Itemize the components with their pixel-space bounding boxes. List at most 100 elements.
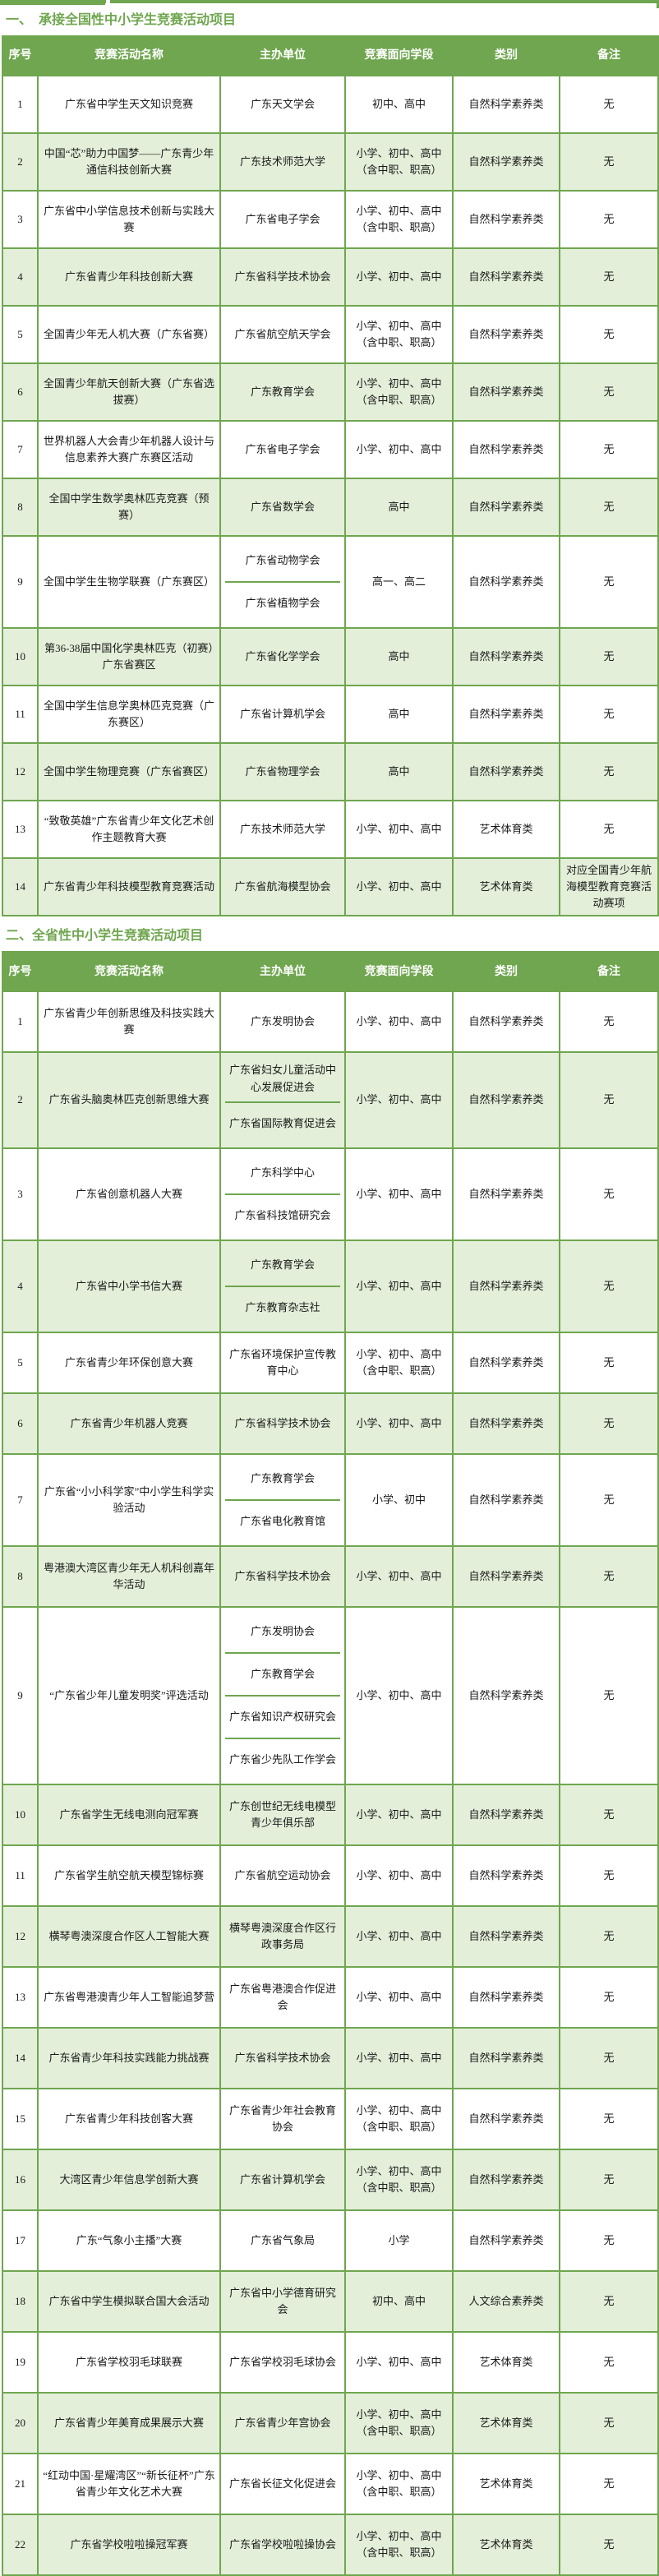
note-cell: 对应全国青少年航海模型教育竞赛活动赛项 (559, 856, 659, 917)
organizer-cell: 广东省青少年社会教育协会 (219, 2087, 346, 2150)
grade-range-cell: 小学、初中、高中（含中职、职高） (344, 2513, 454, 2576)
organizer-sub-cell: 广东教育学会 (250, 1258, 315, 1271)
grade-range-cell: 小学、初中、高中 (344, 1844, 454, 1907)
row-number-cell: 9 (2, 535, 39, 629)
competition-name-cell: 横琴粤澳深度合作区人工智能大赛 (37, 1904, 221, 1968)
organizer-cell: 广东创世纪无线电模型青少年俱乐部 (219, 1783, 346, 1846)
category-cell: 自然科学素养类 (452, 247, 560, 307)
organizer-cell: 广东科学中心 广东省科技馆研究会 (219, 1147, 346, 1241)
table-row: 4 广东省青少年科技创新大赛 广东省科学技术协会 小学、初中、高中 自然科学素养类无 (2, 247, 659, 307)
table-header: 序号 竞赛活动名称 主办单位 竞赛面向学段 类别 备注 (2, 951, 659, 993)
organizer-cell: 广东省科学技术协会 (219, 1544, 346, 1608)
col-header-organizer: 主办单位 (219, 951, 346, 993)
organizer-sub-cell: 广东省国际教育促进会 (225, 1101, 340, 1144)
note-cell: 无 (559, 2391, 659, 2454)
category-cell: 自然科学素养类 (452, 742, 560, 801)
col-header-organizer: 主办单位 (219, 35, 346, 76)
row-number-cell: 20 (2, 2391, 39, 2454)
note-cell: 无 (559, 627, 659, 686)
grade-range-cell: 小学、初中、高中（含中职、职高） (344, 2391, 454, 2454)
row-number-cell: 14 (2, 856, 39, 917)
note-cell: 无 (559, 742, 659, 801)
grade-range-cell: 小学、初中、高中 (344, 1605, 454, 1785)
table-row: 20 广东省青少年美育成果展示大赛 广东省青少年宫协会 小学、初中、高中（含中职、职高… (2, 2391, 659, 2454)
col-header-grades: 竞赛面向学段 (344, 951, 454, 993)
category-cell: 艺术体育类 (452, 2391, 560, 2454)
category-cell: 自然科学素养类 (452, 1239, 560, 1333)
competition-name-cell: 广东省中学生模拟联合国大会活动 (37, 2269, 221, 2333)
row-number-cell: 15 (2, 2087, 39, 2150)
table-row: 4 广东省中小学书信大赛 广东教育学会 广东教育杂志社 小学、初中、高中 自然科学素养类无 (2, 1239, 659, 1333)
note-cell: 无 (559, 362, 659, 422)
table-row: 3 广东省创意机器人大赛 广东科学中心 广东省科技馆研究会 小学、初中、高中 自然科学素养… (2, 1147, 659, 1241)
organizer-sub-cell: 广东科学中心 (250, 1166, 315, 1179)
row-number-cell: 3 (2, 1147, 39, 1241)
note-cell: 无 (559, 1331, 659, 1394)
category-cell: 艺术体育类 (452, 2330, 560, 2394)
grade-range-cell: 小学、初中、高中 (344, 800, 454, 859)
grade-range-cell: 小学、初中、高中 (344, 420, 454, 479)
category-cell: 自然科学素养类 (452, 1783, 560, 1846)
organizer-cell: 广东省妇女儿童活动中心发展促进会 广东省国际教育促进会 (219, 1051, 346, 1149)
row-number-cell: 11 (2, 1844, 39, 1907)
category-cell: 艺术体育类 (452, 2452, 560, 2515)
cropped-edge-thick-segment (0, 0, 105, 5)
grade-range-cell: 小学、初中、高中 (344, 1965, 454, 2029)
competition-name-cell: “广东省少年儿童发明奖”评选活动 (37, 1605, 221, 1785)
note-cell: 无 (559, 1605, 659, 1785)
note-cell: 无 (559, 685, 659, 744)
table-row: 11 全国中学生信息学奥林匹克竞赛（广东赛区） 广东省计算机学会 高中 自然科学素养类无 (2, 685, 659, 744)
note-cell: 无 (559, 1844, 659, 1907)
competition-name-cell: 广东省青少年科技模型教育竞赛活动 (37, 856, 221, 917)
table-row: 13 广东省粤港澳青少年人工智能追梦营 广东省粤港澳合作促进会 小学、初中、高中 自然科… (2, 1965, 659, 2029)
grade-range-cell: 小学、初中、高中（含中职、职高） (344, 1331, 454, 1394)
table-row: 17 广东“气象小主播”大赛 广东省气象局 小学 自然科学素养类无 (2, 2209, 659, 2272)
grade-range-cell: 小学、初中、高中 (344, 1544, 454, 1608)
organizer-sub-cell: 广东教育学会 (250, 1471, 315, 1484)
table-row: 10 第36-38届中国化学奥林匹克（初赛）广东省赛区 广东省化学学会 高中 自然科学素… (2, 627, 659, 686)
category-cell: 艺术体育类 (452, 2513, 560, 2576)
row-number-cell: 2 (2, 132, 39, 192)
grade-range-cell: 高中 (344, 627, 454, 686)
category-cell: 自然科学素养类 (452, 1392, 560, 1455)
note-cell: 无 (559, 2087, 659, 2150)
row-number-cell: 13 (2, 800, 39, 859)
note-cell: 无 (559, 1051, 659, 1149)
organizer-sub-cell: 广东教育杂志社 (225, 1285, 340, 1328)
row-number-cell: 2 (2, 1051, 39, 1149)
note-cell: 无 (559, 800, 659, 859)
category-cell: 自然科学素养类 (452, 1452, 560, 1547)
competition-name-cell: 广东省“小小科学家”中小学生科学实验活动 (37, 1452, 221, 1547)
competition-name-cell: 广东省青少年机器人竞赛 (37, 1392, 221, 1455)
header-row: 序号 竞赛活动名称 主办单位 竞赛面向学段 类别 备注 (2, 35, 659, 76)
competition-name-cell: 全国青少年航天创新大赛（广东省选拔赛） (37, 362, 221, 422)
grade-range-cell: 高一、高二 (344, 535, 454, 629)
category-cell: 自然科学素养类 (452, 362, 560, 422)
section-2-title: 二、全省性中小学生竞赛活动项目 (6, 929, 204, 944)
organizer-cell: 广东技术师范大学 (219, 132, 346, 192)
row-number-cell: 5 (2, 305, 39, 364)
note-cell: 无 (559, 1392, 659, 1455)
organizer-cell: 广东省长征文化促进会 (219, 2452, 346, 2515)
note-cell: 无 (559, 2513, 659, 2576)
note-cell: 无 (559, 305, 659, 364)
category-cell: 自然科学素养类 (452, 305, 560, 364)
grade-range-cell: 小学、初中、高中 (344, 990, 454, 1054)
grade-range-cell: 小学、初中、高中 (344, 1051, 454, 1149)
note-cell: 无 (559, 1904, 659, 1968)
table-row: 22 广东省学校啦啦操冠军赛 广东省学校啦啦操协会 小学、初中、高中（含中职、职高）艺… (2, 2513, 659, 2576)
col-header-no: 序号 (2, 35, 39, 76)
competition-name-cell: 广东省中小学信息技术创新与实践大赛 (37, 190, 221, 249)
table-row: 9 全国中学生生物学联赛（广东赛区） 广东省动物学会 广东省植物学会 高一、高二 自然科学… (2, 535, 659, 629)
competition-name-cell: 全国中学生物理竞赛（广东省赛区） (37, 742, 221, 801)
table-row: 6 广东省青少年机器人竞赛 广东省科学技术协会 小学、初中、高中 自然科学素养类无 (2, 1392, 659, 1455)
competition-name-cell: 全国中学生数学奥林匹克竞赛（预赛） (37, 478, 221, 537)
competition-name-cell: 中国“芯”助力中国梦——广东青少年通信科技创新大赛 (37, 132, 221, 192)
competition-name-cell: 广东省创意机器人大赛 (37, 1147, 221, 1241)
row-number-cell: 12 (2, 1904, 39, 1968)
grade-range-cell: 小学、初中、高中（含中职、职高） (344, 305, 454, 364)
category-cell: 自然科学素养类 (452, 190, 560, 249)
grade-range-cell: 小学、初中、高中（含中职、职高） (344, 190, 454, 249)
table-row: 2 广东省头脑奥林匹克创新思维大赛 广东省妇女儿童活动中心发展促进会 广东省国际教育促… (2, 1051, 659, 1149)
